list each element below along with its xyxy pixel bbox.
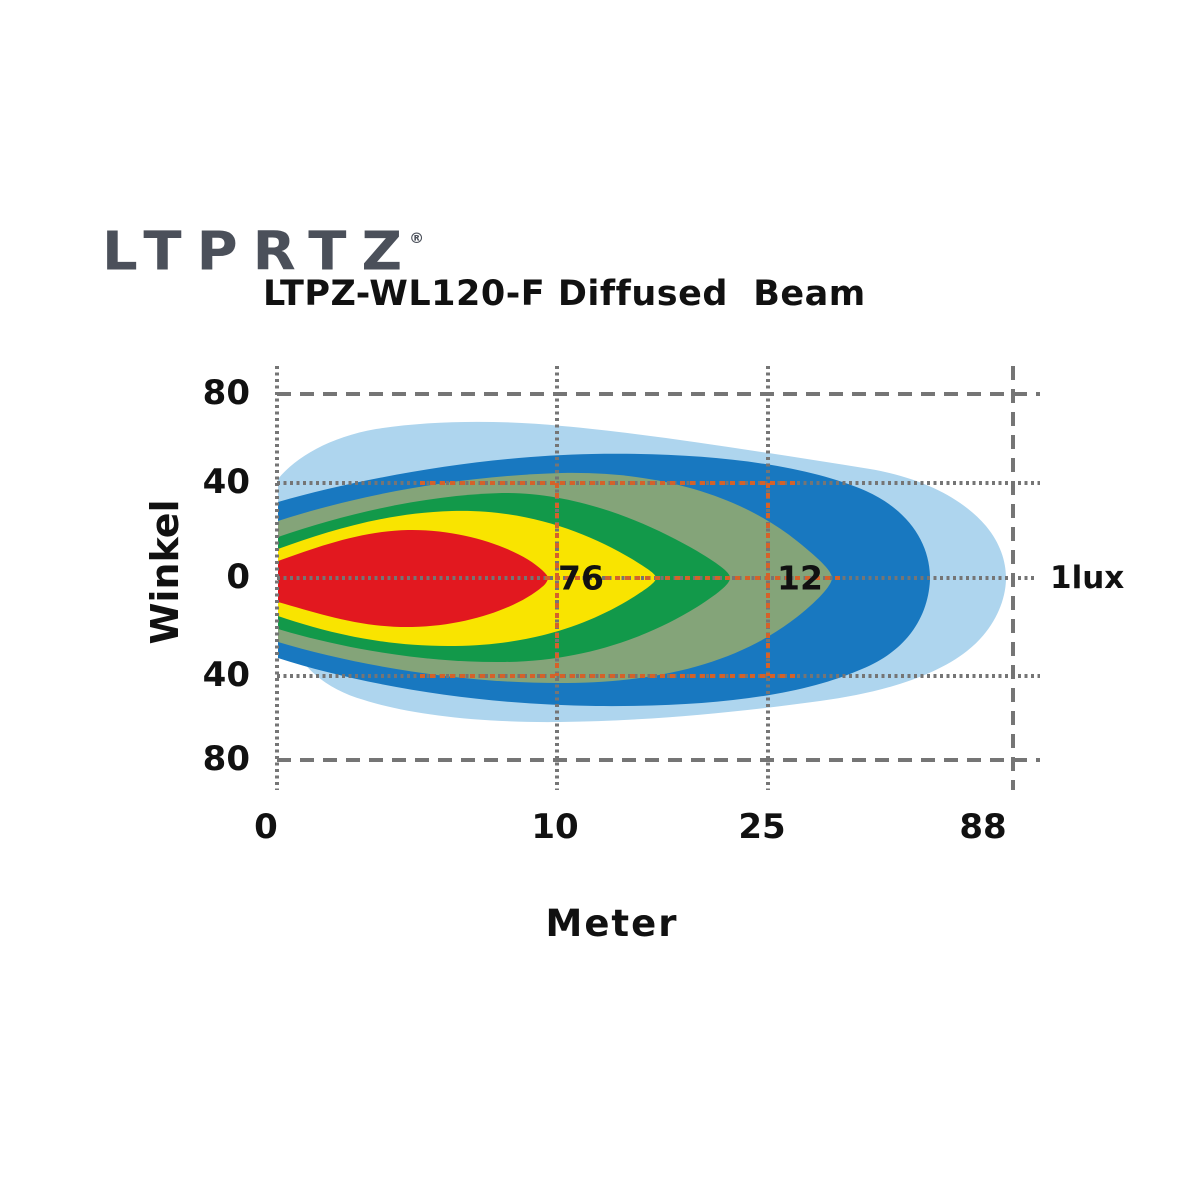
brand-logo: LTPRTZ® xyxy=(33,159,432,283)
y-axis-title: Winkel xyxy=(143,499,187,645)
x-axis-title: Meter xyxy=(545,902,679,945)
brand-logo-text: LTPRTZ xyxy=(102,221,418,283)
y-tick-label: 0 xyxy=(226,557,250,597)
x-tick-label: 25 xyxy=(738,807,786,847)
beam-contour-red-hotspot xyxy=(278,529,548,628)
registered-trademark-icon: ® xyxy=(409,229,425,247)
y-tick-label: 80 xyxy=(202,373,250,413)
chart-title: LTPZ-WL120-F Diffused Beam xyxy=(263,274,866,314)
x-tick-label: 88 xyxy=(959,807,1007,847)
y-tick-label: 80 xyxy=(202,739,250,779)
one-lux-boundary-label: 1lux xyxy=(1050,560,1125,596)
lux-value-at-10m: 76 xyxy=(558,558,604,598)
lux-value-at-25m: 12 xyxy=(777,558,823,598)
x-tick-label: 0 xyxy=(254,807,278,847)
y-tick-label: 40 xyxy=(202,462,250,502)
x-tick-label: 10 xyxy=(531,807,579,847)
y-tick-label: 40 xyxy=(202,655,250,695)
